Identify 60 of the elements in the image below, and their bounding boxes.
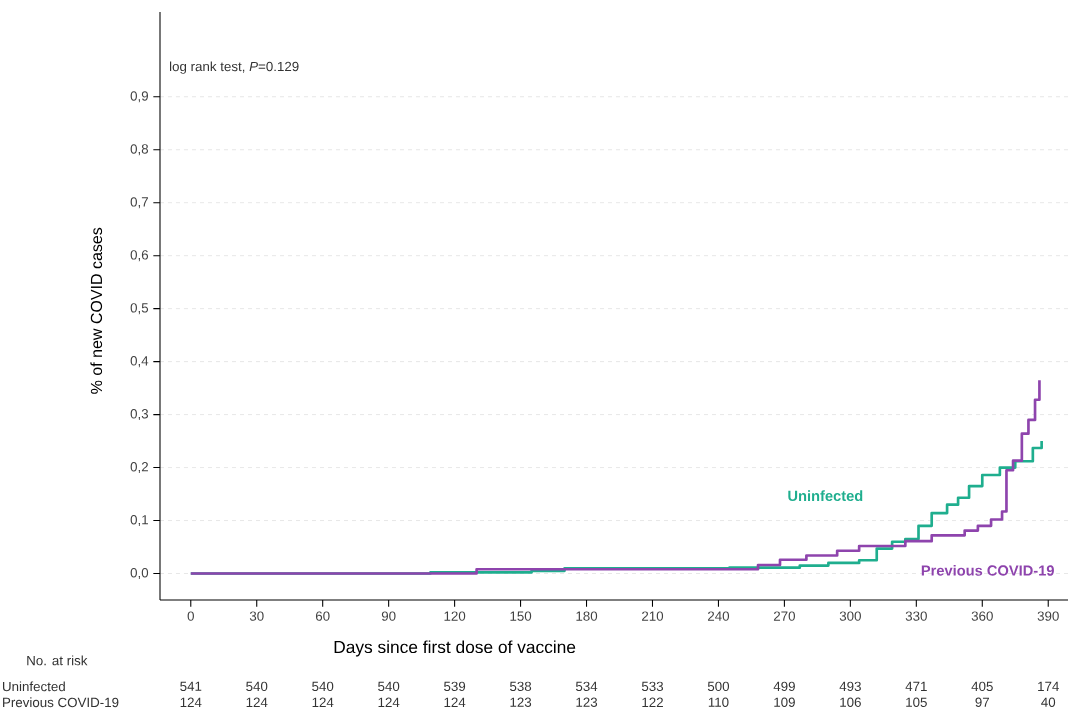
y-tick-label: 0,8 <box>130 144 149 156</box>
y-tick-label: 0,1 <box>130 515 148 527</box>
text: Uninfected <box>2 681 65 692</box>
text: 124 <box>378 697 400 707</box>
x-tick-label: 30 <box>249 611 264 621</box>
text: 122 <box>642 697 663 707</box>
y-tick-label: 0,5 <box>130 303 149 315</box>
text: 123 <box>576 697 598 707</box>
x-tick-label: 390 <box>1037 611 1059 621</box>
text: Previous COVID-19 <box>3 697 119 708</box>
text: No. at risk <box>27 655 88 666</box>
text: 539 <box>444 681 466 692</box>
text: 174 <box>1038 681 1059 691</box>
text: 124 <box>312 697 334 707</box>
text: 109 <box>774 697 795 707</box>
text: 123 <box>510 697 532 707</box>
y-tick-label: 0,6 <box>130 250 149 262</box>
x-tick-label: 270 <box>773 611 795 621</box>
x-tick-label: 0 <box>187 611 194 621</box>
series-label: Previous COVID-19 <box>921 564 1054 576</box>
text: 106 <box>840 697 861 707</box>
text: 40 <box>1041 697 1056 707</box>
text: 540 <box>246 681 268 692</box>
text: 538 <box>509 681 532 692</box>
y-tick-label: 0,9 <box>130 91 148 103</box>
annotation: log rank test, P=0.129 <box>170 61 299 74</box>
text: 105 <box>906 697 927 707</box>
text: 124 <box>444 697 466 707</box>
y-tick-label: 0,7 <box>130 197 148 209</box>
text: 534 <box>575 681 598 692</box>
text: 493 <box>839 681 861 692</box>
text: 533 <box>641 681 664 692</box>
x-tick-label: 240 <box>707 611 730 621</box>
y-tick-label: 0,4 <box>130 356 149 368</box>
x-axis-title: Days since first dose of vaccine <box>334 640 576 657</box>
x-tick-label: 150 <box>510 611 532 621</box>
x-tick-label: 180 <box>576 611 598 621</box>
text: 499 <box>773 681 795 692</box>
y-tick-label: 0,3 <box>130 409 149 421</box>
text: Uninfected <box>788 490 863 502</box>
text: 540 <box>378 681 400 692</box>
x-tick-label: 360 <box>971 611 993 621</box>
text: 540 <box>312 681 334 692</box>
text: 124 <box>180 697 202 707</box>
text: 500 <box>707 681 730 692</box>
text: 541 <box>180 681 202 691</box>
x-tick-label: 300 <box>839 611 861 621</box>
x-tick-label: 120 <box>444 611 466 621</box>
x-tick-label: 210 <box>642 611 664 621</box>
text: 471 <box>905 681 927 691</box>
text: 110 <box>708 697 729 707</box>
y-axis-title: % of new COVID cases <box>90 227 103 394</box>
x-tick-label: 90 <box>381 611 396 621</box>
y-tick-label: 0,2 <box>130 462 148 474</box>
text: 97 <box>975 697 990 707</box>
x-tick-label: 60 <box>315 611 330 621</box>
x-tick-label: 330 <box>905 611 927 621</box>
text: 124 <box>246 697 268 707</box>
text: 405 <box>971 681 993 692</box>
y-tick-label: 0,0 <box>130 568 149 580</box>
